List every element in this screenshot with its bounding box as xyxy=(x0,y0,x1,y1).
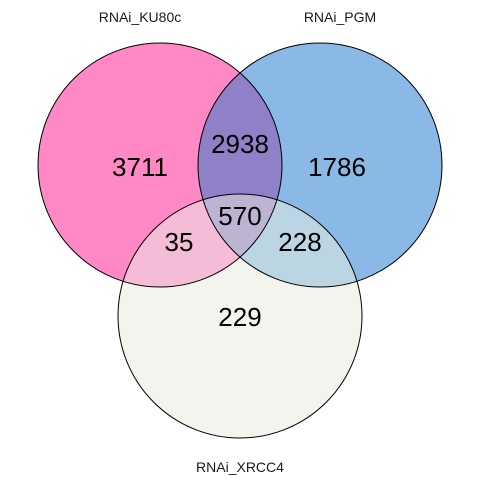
overlap-pgm-xrcc4 xyxy=(198,194,362,287)
overlap-ku80c-xrcc4 xyxy=(118,194,282,287)
count-ku80c-pgm: 2938 xyxy=(211,129,269,159)
count-ku80c-only: 3711 xyxy=(112,152,168,182)
count-pgm-only: 1786 xyxy=(308,152,366,182)
set-label-xrcc4: RNAi_XRCC4 xyxy=(196,459,284,475)
set-label-pgm: RNAi_PGM xyxy=(304,9,376,25)
outline-ku80c xyxy=(37,42,283,288)
outline-xrcc4 xyxy=(117,193,363,439)
count-ku80c-xrcc4: 35 xyxy=(165,227,194,257)
set-label-ku80c: RNAi_KU80c xyxy=(99,9,181,25)
count-all-three: 570 xyxy=(218,201,261,231)
outline-pgm xyxy=(197,42,443,288)
count-xrcc4-only: 229 xyxy=(218,302,261,332)
count-pgm-xrcc4: 228 xyxy=(278,227,321,257)
